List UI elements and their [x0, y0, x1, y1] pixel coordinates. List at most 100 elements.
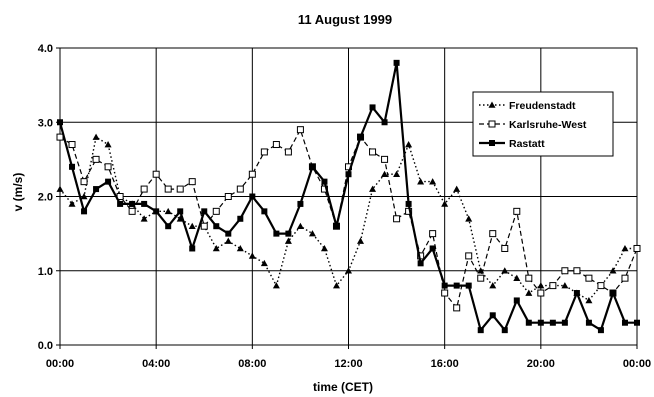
- data-point: [225, 230, 232, 237]
- data-point: [561, 267, 569, 275]
- data-point: [525, 289, 533, 296]
- data-point: [585, 319, 592, 326]
- data-point: [345, 267, 352, 274]
- data-point: [393, 59, 400, 66]
- y-tick-label: 1.0: [38, 266, 53, 278]
- data-point: [332, 282, 340, 289]
- data-point: [549, 282, 557, 290]
- data-point: [513, 274, 521, 281]
- data-point: [68, 141, 76, 149]
- data-point: [237, 215, 244, 222]
- data-point: [140, 185, 148, 193]
- data-point: [417, 260, 424, 267]
- data-point: [537, 319, 544, 326]
- data-point: [224, 237, 232, 244]
- data-point: [357, 237, 365, 244]
- data-point: [320, 244, 328, 252]
- legend-label: Freudenstadt: [509, 100, 576, 112]
- data-point: [177, 208, 184, 215]
- series-1: [56, 126, 641, 312]
- data-point: [357, 134, 364, 141]
- data-point: [140, 215, 148, 222]
- data-point: [501, 244, 509, 252]
- data-point: [56, 185, 64, 192]
- data-point: [405, 200, 412, 207]
- data-point: [152, 170, 160, 178]
- data-point: [381, 170, 389, 178]
- data-point: [381, 119, 388, 126]
- data-point: [273, 230, 280, 237]
- data-point: [585, 296, 593, 304]
- x-axis-label: time (CET): [313, 380, 373, 394]
- data-point: [573, 290, 580, 297]
- data-point: [369, 185, 377, 192]
- data-point: [141, 200, 148, 207]
- data-point: [297, 200, 304, 207]
- chart-title: 11 August 1999: [298, 12, 392, 27]
- data-point: [80, 178, 88, 186]
- data-point: [236, 244, 244, 252]
- data-point: [153, 208, 160, 215]
- data-point: [296, 126, 304, 134]
- data-point: [465, 215, 473, 222]
- data-point: [164, 185, 172, 193]
- data-point: [188, 178, 196, 186]
- data-point: [525, 274, 533, 282]
- data-point: [477, 327, 484, 334]
- data-point: [68, 200, 76, 207]
- data-point: [284, 237, 292, 244]
- data-point: [104, 163, 112, 171]
- data-point: [597, 327, 604, 334]
- data-point: [381, 155, 389, 163]
- data-point: [513, 297, 520, 304]
- series-2: [57, 59, 640, 334]
- data-point: [333, 223, 340, 230]
- data-point: [249, 193, 256, 200]
- data-point: [117, 200, 124, 207]
- data-point: [212, 244, 220, 252]
- data-point: [93, 186, 100, 193]
- data-point: [56, 133, 64, 141]
- data-point: [441, 289, 449, 297]
- data-point: [621, 319, 628, 326]
- x-tick-label: 00:00: [623, 358, 651, 370]
- legend: Freudenstadt Karlsruhe-West Rastatt: [472, 91, 614, 157]
- data-point: [80, 193, 88, 200]
- data-point: [213, 223, 220, 230]
- x-tick-label: 16:00: [431, 358, 459, 370]
- data-point: [272, 282, 280, 289]
- data-point: [369, 148, 377, 156]
- data-point: [465, 282, 472, 289]
- data-point: [176, 185, 184, 193]
- data-point: [597, 282, 605, 290]
- y-axis-ticks: 0.0 1.0 2.0 3.0 4.0: [38, 43, 60, 352]
- data-point: [465, 252, 473, 260]
- data-point: [441, 200, 449, 207]
- legend-marker: [488, 120, 496, 128]
- data-point: [621, 274, 629, 282]
- data-point: [369, 104, 376, 111]
- x-tick-label: 08:00: [238, 358, 266, 370]
- x-tick-label: 12:00: [334, 358, 362, 370]
- data-point: [212, 207, 220, 215]
- data-point: [309, 163, 316, 170]
- data-point: [489, 312, 496, 319]
- data-point: [609, 290, 616, 297]
- data-point: [585, 274, 593, 282]
- legend-marker: [488, 101, 496, 108]
- data-point: [501, 267, 509, 274]
- y-tick-label: 0.0: [38, 340, 53, 352]
- y-tick-label: 2.0: [38, 192, 53, 204]
- data-point: [417, 178, 425, 185]
- data-point: [393, 215, 401, 223]
- data-point: [561, 282, 569, 289]
- data-point: [104, 141, 112, 148]
- data-point: [200, 222, 208, 230]
- y-axis-label: v (m/s): [11, 173, 25, 212]
- x-tick-label: 04:00: [142, 358, 170, 370]
- data-point: [248, 252, 256, 259]
- data-point: [81, 208, 88, 215]
- data-point: [525, 319, 532, 326]
- data-point: [633, 244, 641, 252]
